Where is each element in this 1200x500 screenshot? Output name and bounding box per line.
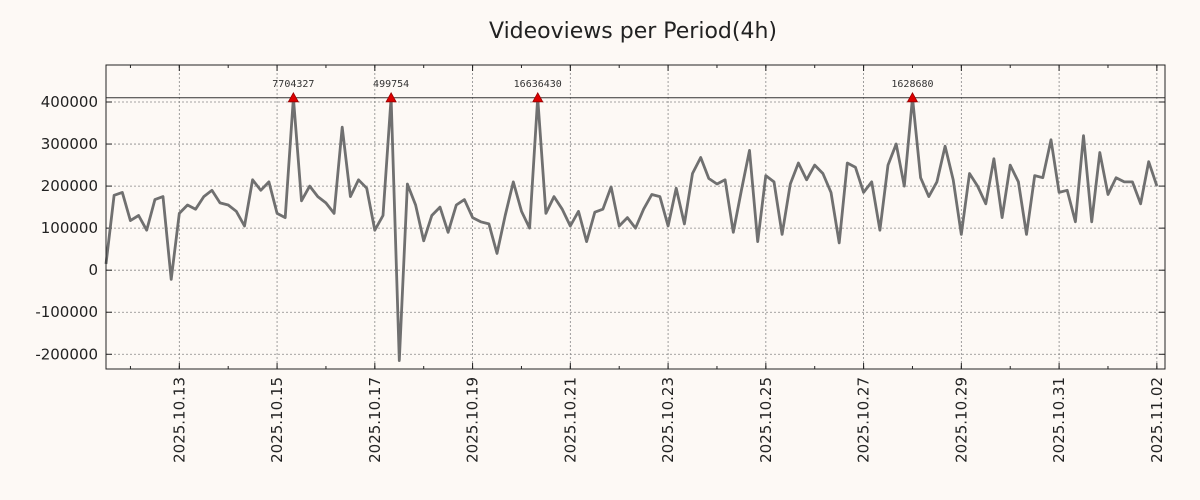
peak-markers: 7704327 499754 16636430 1628680 (272, 79, 934, 103)
peak-label: 7704327 (272, 79, 314, 90)
grid (106, 65, 1165, 369)
ytick-label: 100000 (41, 219, 98, 237)
plot-frame (105, 64, 1166, 370)
xtick-label: 2025.10.19 (464, 377, 482, 463)
xtick-label: 2025.10.27 (855, 377, 873, 463)
ytick-label: -100000 (35, 303, 98, 321)
peak-marker (906, 91, 919, 103)
ytick-label: 300000 (41, 135, 98, 153)
xtick-label: 2025.10.17 (366, 377, 384, 463)
ytick-label: -200000 (35, 345, 98, 363)
xtick-label: 2025.10.31 (1050, 377, 1068, 463)
peak-label: 16636430 (514, 79, 562, 90)
axis-ticks: -200000 -100000 0 100000 200000 300000 400000 2… (35, 65, 1166, 463)
ytick-label: 200000 (41, 177, 98, 195)
peak-label: 1628680 (891, 79, 933, 90)
xtick-label: 2025.11.02 (1148, 377, 1166, 463)
ytick-label: 0 (88, 261, 98, 279)
plot-area (106, 65, 1165, 369)
ytick-label: 400000 (41, 93, 98, 111)
series-line-videoviews (104, 96, 1159, 362)
xtick-label: 2025.10.25 (757, 377, 775, 463)
peak-label: 499754 (373, 79, 409, 90)
xtick-label: 2025.10.29 (952, 377, 970, 463)
peak-marker (532, 91, 544, 103)
peak-marker (385, 91, 397, 103)
chart-title: Videoviews per Period(4h) (489, 19, 777, 44)
xtick-label: 2025.10.21 (561, 377, 579, 463)
peak-marker (287, 91, 300, 103)
xtick-label: 2025.10.13 (170, 377, 188, 463)
xtick-label: 2025.10.23 (659, 377, 677, 463)
xtick-label: 2025.10.15 (268, 377, 286, 463)
